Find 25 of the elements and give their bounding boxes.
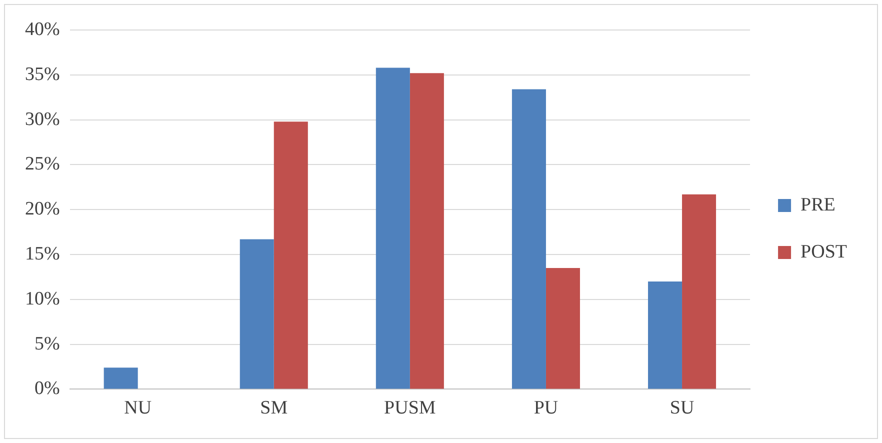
y-tick-label: 35%: [25, 64, 60, 85]
bar: [274, 122, 308, 389]
bar: [682, 194, 716, 389]
bar: [546, 268, 580, 389]
bar: [376, 68, 410, 389]
bar: [512, 89, 546, 389]
y-tick-label: 25%: [25, 154, 60, 175]
y-tick-label: 10%: [25, 288, 60, 310]
legend-label: PRE: [800, 194, 836, 216]
bar: [240, 239, 274, 389]
x-tick-label: NU: [124, 398, 152, 419]
y-tick-label: 30%: [25, 108, 60, 130]
bar: [410, 73, 444, 389]
y-tick-label: 40%: [25, 18, 60, 40]
x-tick-label: SM: [260, 398, 288, 419]
x-tick-label: SU: [670, 398, 694, 419]
y-tick-label: 20%: [25, 198, 60, 220]
y-tick-label: 5%: [34, 333, 60, 354]
x-tick-label: PU: [534, 398, 558, 419]
y-tick-label: 0%: [34, 378, 60, 400]
bar: [648, 281, 682, 389]
legend-label: POST: [800, 241, 848, 262]
bar: [104, 368, 138, 389]
y-tick-label: 15%: [25, 243, 60, 264]
x-tick-label: PUSM: [384, 398, 436, 419]
